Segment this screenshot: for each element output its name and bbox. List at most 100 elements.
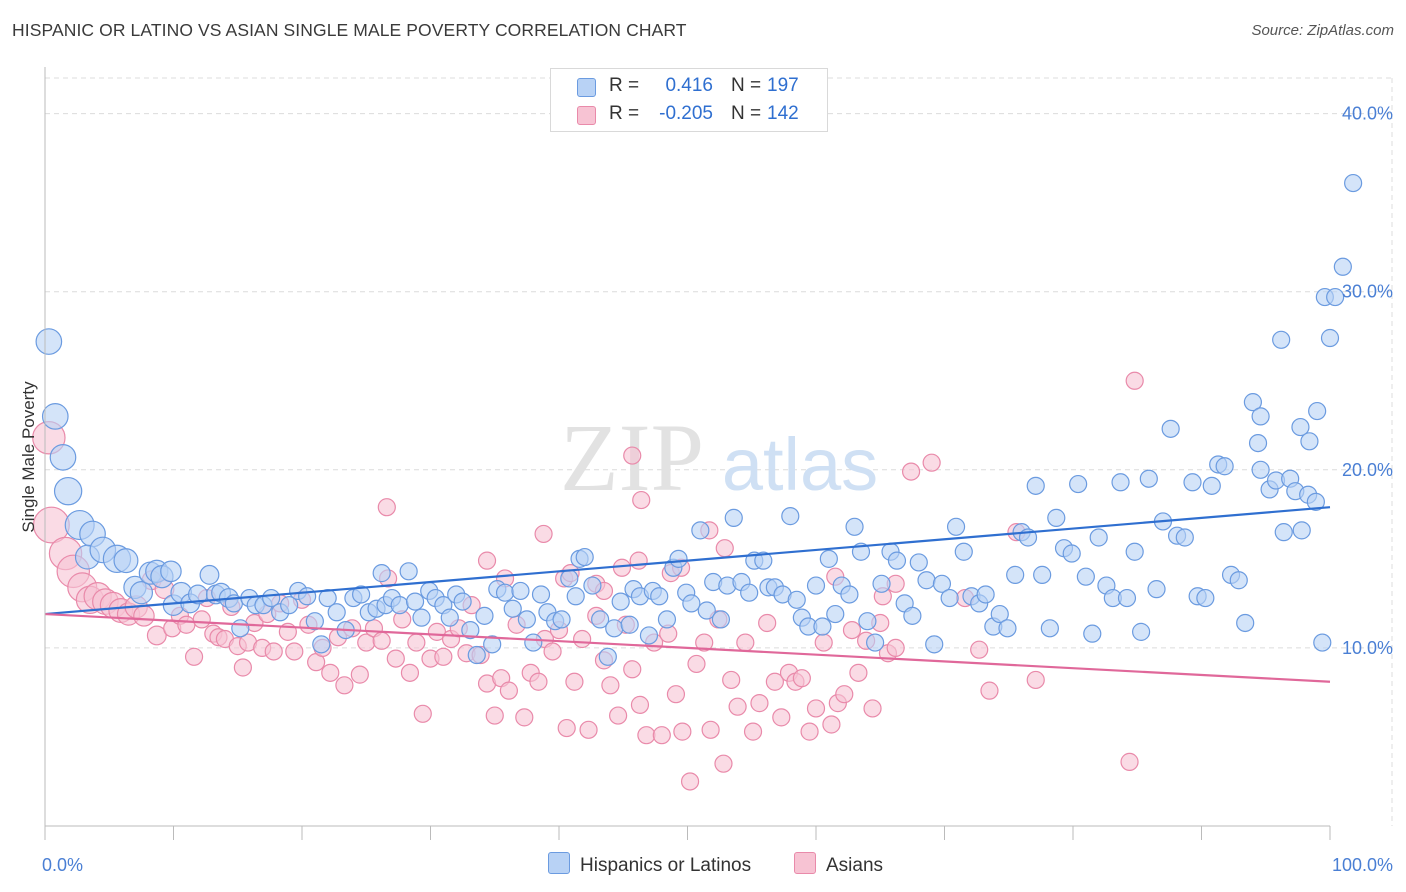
hispanic-trendline bbox=[44, 506, 1331, 616]
hispanic-point bbox=[280, 596, 299, 615]
hispanic-point bbox=[412, 608, 431, 627]
asian-point bbox=[264, 642, 283, 661]
hispanic-point bbox=[657, 610, 677, 629]
hispanic-point bbox=[1062, 544, 1081, 563]
hispanic-point bbox=[903, 606, 922, 625]
asian-point bbox=[612, 558, 632, 577]
hispanic-point bbox=[598, 647, 617, 666]
asian-point bbox=[695, 633, 714, 652]
asian-point bbox=[534, 524, 553, 544]
legend-r-value: 0.416 bbox=[665, 75, 713, 96]
hispanic-point bbox=[866, 633, 885, 652]
hispanic-point bbox=[682, 594, 701, 613]
asian-point bbox=[637, 726, 656, 745]
hispanic-point bbox=[976, 585, 995, 604]
hispanic-point bbox=[611, 592, 630, 611]
series-legend-label: Asians bbox=[826, 855, 884, 876]
asian-point bbox=[701, 720, 720, 739]
asian-point bbox=[386, 649, 405, 668]
hispanic-point bbox=[840, 585, 859, 604]
hispanic-point bbox=[53, 476, 83, 506]
asian-point bbox=[632, 490, 651, 510]
hispanic-point bbox=[639, 626, 659, 645]
hispanic-point bbox=[390, 596, 409, 615]
hispanic-point bbox=[1040, 619, 1059, 638]
hispanic-point bbox=[1147, 580, 1166, 599]
hispanic-point bbox=[298, 587, 317, 606]
asian-point bbox=[800, 722, 819, 741]
legend-n-value: 197 bbox=[767, 75, 799, 96]
asian-point bbox=[629, 551, 648, 570]
asian-point bbox=[1120, 752, 1139, 771]
legend-r-label: R = bbox=[609, 103, 640, 124]
hispanic-point bbox=[954, 542, 973, 561]
asian-point bbox=[970, 640, 989, 659]
asian-point bbox=[728, 697, 747, 716]
hispanic-point bbox=[620, 615, 639, 634]
hispanic-point bbox=[697, 601, 716, 620]
x-tick-label-right: 100.0% bbox=[1332, 855, 1393, 875]
asian-point bbox=[335, 676, 354, 695]
asian-point bbox=[133, 605, 155, 627]
hispanic-point bbox=[129, 581, 154, 605]
hispanic-point bbox=[1047, 508, 1066, 527]
legend-r-label: R = bbox=[609, 75, 640, 96]
asian-point bbox=[750, 694, 769, 713]
asian-point bbox=[835, 685, 854, 704]
hispanic-point bbox=[724, 508, 743, 527]
asian-point bbox=[543, 642, 562, 661]
asian-point bbox=[736, 633, 755, 652]
hispanic-point bbox=[909, 553, 928, 572]
hispanic-point bbox=[932, 574, 952, 593]
hispanic-point bbox=[1229, 571, 1248, 590]
hispanic-point bbox=[1083, 624, 1102, 643]
hispanic-point bbox=[740, 583, 759, 602]
zipatlas-watermark: ZIP atlas bbox=[560, 404, 878, 511]
hispanic-point bbox=[845, 517, 864, 536]
asian-point bbox=[722, 670, 741, 690]
asian-point bbox=[687, 654, 706, 674]
hispanic-point bbox=[1006, 565, 1025, 584]
hispanic-point bbox=[1243, 393, 1263, 412]
asian-point bbox=[623, 446, 642, 465]
asian-point bbox=[680, 772, 700, 791]
legend-n-label: N = bbox=[731, 75, 762, 96]
legend-row-asian: R = -0.205 N = 142 bbox=[551, 101, 827, 129]
legend-r-value: -0.205 bbox=[659, 103, 713, 124]
asian-point bbox=[434, 647, 453, 666]
hispanic-point bbox=[781, 507, 800, 526]
hispanic-point bbox=[511, 581, 530, 601]
asian-point bbox=[652, 726, 671, 745]
hispanic-point bbox=[1313, 633, 1332, 652]
asian-point bbox=[772, 708, 791, 727]
asian-point bbox=[377, 498, 396, 517]
hispanic-point bbox=[160, 560, 182, 583]
hispanic-point bbox=[1161, 419, 1180, 438]
hispanic-point bbox=[49, 443, 77, 471]
series-legend-asians[interactable]: Asians bbox=[794, 852, 883, 877]
asian-point bbox=[350, 665, 369, 684]
hispanic-point bbox=[440, 608, 459, 627]
hispanic-point bbox=[352, 585, 371, 604]
hispanic-point bbox=[826, 604, 845, 624]
hispanic-point bbox=[806, 576, 826, 595]
y-tick-label: 30.0% bbox=[1342, 282, 1393, 302]
hispanic-point bbox=[1272, 330, 1291, 349]
series-swatch-pink bbox=[794, 852, 816, 874]
hispanic-point bbox=[1251, 407, 1270, 426]
asian-point bbox=[515, 708, 534, 727]
asian-point bbox=[413, 704, 432, 723]
asian-point bbox=[792, 669, 811, 688]
hispanic-point bbox=[35, 328, 63, 355]
asian-point bbox=[623, 660, 642, 679]
hispanic-point bbox=[917, 571, 936, 590]
hispanic-point bbox=[327, 603, 346, 622]
hispanic-point bbox=[1196, 588, 1215, 608]
hispanic-point bbox=[1308, 401, 1327, 421]
asian-trendline bbox=[44, 612, 1331, 683]
asian-point bbox=[886, 638, 905, 658]
series-legend-hispanics[interactable]: Hispanics or Latinos bbox=[548, 852, 751, 877]
asian-point bbox=[758, 613, 777, 633]
source-label: Source: ZipAtlas.com bbox=[1251, 22, 1394, 39]
